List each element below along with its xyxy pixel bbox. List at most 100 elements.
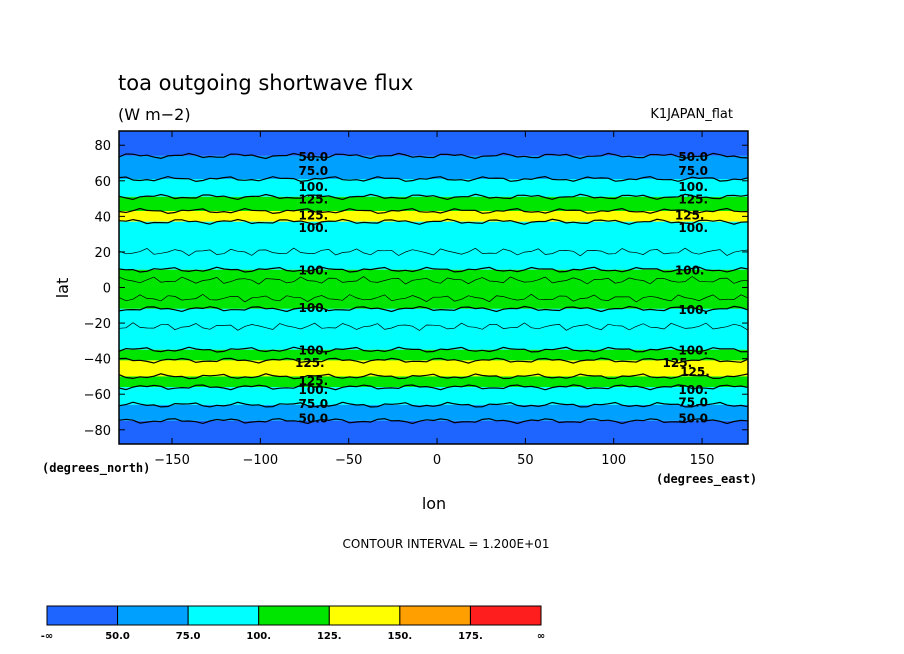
contour-band-12 <box>119 404 748 421</box>
contour-label-20: 125. <box>680 365 710 379</box>
contour-band-7 <box>119 308 748 350</box>
colorbar-label-1: 50.0 <box>105 631 130 642</box>
contour-label-23: 100. <box>678 383 708 397</box>
contour-label-5: 100. <box>678 180 708 194</box>
contour-line-5 <box>118 266 749 273</box>
contour-band-1 <box>119 155 748 180</box>
contour-line-minor-1 <box>118 322 749 331</box>
colorbar-swatch-0 <box>46 605 119 626</box>
colorbar: -∞ 50.0 75.0 100. 125. 150. 175. ∞ <box>41 605 545 642</box>
contour-fill-bands <box>119 131 748 444</box>
contour-label-25: 75.0 <box>678 395 708 409</box>
contour-line-10 <box>118 384 749 391</box>
contour-line-3 <box>118 207 749 215</box>
x-tick-label-6: 150 <box>690 453 715 468</box>
y-tick-label-2: 40 <box>94 210 111 225</box>
contour-label-22: 100. <box>299 383 329 397</box>
colorbar-label-3: 100. <box>246 631 271 642</box>
contour-line-12 <box>118 418 749 425</box>
colorbar-swatch-2 <box>187 605 260 626</box>
contour-label-0: 50.0 <box>299 150 329 164</box>
x-axis-ticks: −150 −100 −50 0 50 100 150 <box>154 131 714 468</box>
contour-band-10 <box>119 376 748 388</box>
contour-line-8 <box>118 357 749 364</box>
x-tick-label-5: 100 <box>601 453 626 468</box>
contour-label-10: 100. <box>299 221 329 235</box>
contour-label-1: 50.0 <box>678 150 708 164</box>
contour-line-9 <box>118 373 749 380</box>
contour-line-minor-2 <box>118 276 749 285</box>
x-tick-label-3: 0 <box>433 453 441 468</box>
y-tick-label-6: −40 <box>84 353 111 368</box>
contour-line-4 <box>118 218 749 225</box>
colorbar-label-4: 125. <box>317 631 342 642</box>
contour-band-0 <box>119 131 748 156</box>
contour-label-13: 100. <box>675 264 705 278</box>
chart-units: (W m−2) <box>118 105 191 124</box>
y-axis-ticks: 80 60 40 20 0 −20 −40 −60 −80 <box>84 139 748 439</box>
contour-lines <box>118 152 749 425</box>
colorbar-label-0: -∞ <box>41 631 53 642</box>
contour-line-1 <box>118 175 749 183</box>
y-units-label: (degrees_north) <box>42 461 150 476</box>
y-tick-label-5: −20 <box>84 317 111 332</box>
y-tick-label-4: 0 <box>103 282 111 297</box>
y-tick-label-1: 60 <box>94 175 111 190</box>
contour-label-6: 125. <box>299 193 329 207</box>
contour-label-15: 100. <box>678 303 708 317</box>
x-axis-label: lon <box>422 494 446 513</box>
contour-label-12: 100. <box>299 264 329 278</box>
y-axis-label: lat <box>53 278 72 299</box>
contour-line-2 <box>118 193 749 201</box>
contour-line-0 <box>118 152 749 160</box>
dataset-label: K1JAPAN_flat <box>650 107 733 122</box>
contour-band-13 <box>119 420 748 444</box>
contour-label-9: 125. <box>675 209 705 223</box>
colorbar-label-6: 175. <box>458 631 483 642</box>
colorbar-label-7: ∞ <box>537 631 545 642</box>
contour-band-8 <box>119 349 748 361</box>
contour-band-3 <box>119 196 748 212</box>
colorbar-swatch-4 <box>328 605 401 626</box>
contour-label-24: 75.0 <box>299 397 329 411</box>
y-tick-label-0: 80 <box>94 139 111 154</box>
contour-label-26: 50.0 <box>299 411 329 425</box>
colorbar-swatch-1 <box>117 605 189 626</box>
contour-band-6 <box>119 269 748 309</box>
contour-label-14: 100. <box>299 301 329 315</box>
contour-label-18: 125. <box>295 356 325 370</box>
contour-label-17: 100. <box>678 344 708 358</box>
contour-label-3: 75.0 <box>678 164 708 178</box>
colorbar-label-5: 150. <box>388 631 413 642</box>
contour-band-11 <box>119 387 748 405</box>
contour-band-2 <box>119 179 748 197</box>
contour-line-7 <box>118 346 749 353</box>
contour-line-11 <box>118 401 749 408</box>
contour-label-8: 125. <box>299 209 329 223</box>
contour-label-19: 125. <box>663 356 693 370</box>
contour-band-5 <box>119 221 748 270</box>
x-tick-label-4: 50 <box>517 453 534 468</box>
contour-label-4: 100. <box>299 180 329 194</box>
contour-interval-note: CONTOUR INTERVAL = 1.200E+01 <box>343 537 550 551</box>
contour-label-16: 100. <box>299 344 329 358</box>
chart-title: toa outgoing shortwave flux <box>118 71 413 95</box>
colorbar-label-2: 75.0 <box>176 631 201 642</box>
contour-line-6 <box>118 305 749 313</box>
y-tick-label-8: −80 <box>84 424 111 439</box>
x-tick-label-2: −50 <box>335 453 362 468</box>
contour-label-2: 75.0 <box>299 164 329 178</box>
contour-band-4 <box>119 211 748 222</box>
colorbar-swatch-5 <box>399 605 471 626</box>
contour-label-7: 125. <box>678 193 708 207</box>
x-tick-label-0: −150 <box>154 453 190 468</box>
contour-band-9 <box>119 360 748 377</box>
y-tick-label-7: −60 <box>84 388 111 403</box>
contour-label-27: 50.0 <box>678 411 708 425</box>
colorbar-swatch-6 <box>469 605 542 626</box>
contour-label-21: 125. <box>299 374 329 388</box>
contour-line-minor-0 <box>118 247 749 257</box>
contour-line-minor-3 <box>118 293 749 303</box>
